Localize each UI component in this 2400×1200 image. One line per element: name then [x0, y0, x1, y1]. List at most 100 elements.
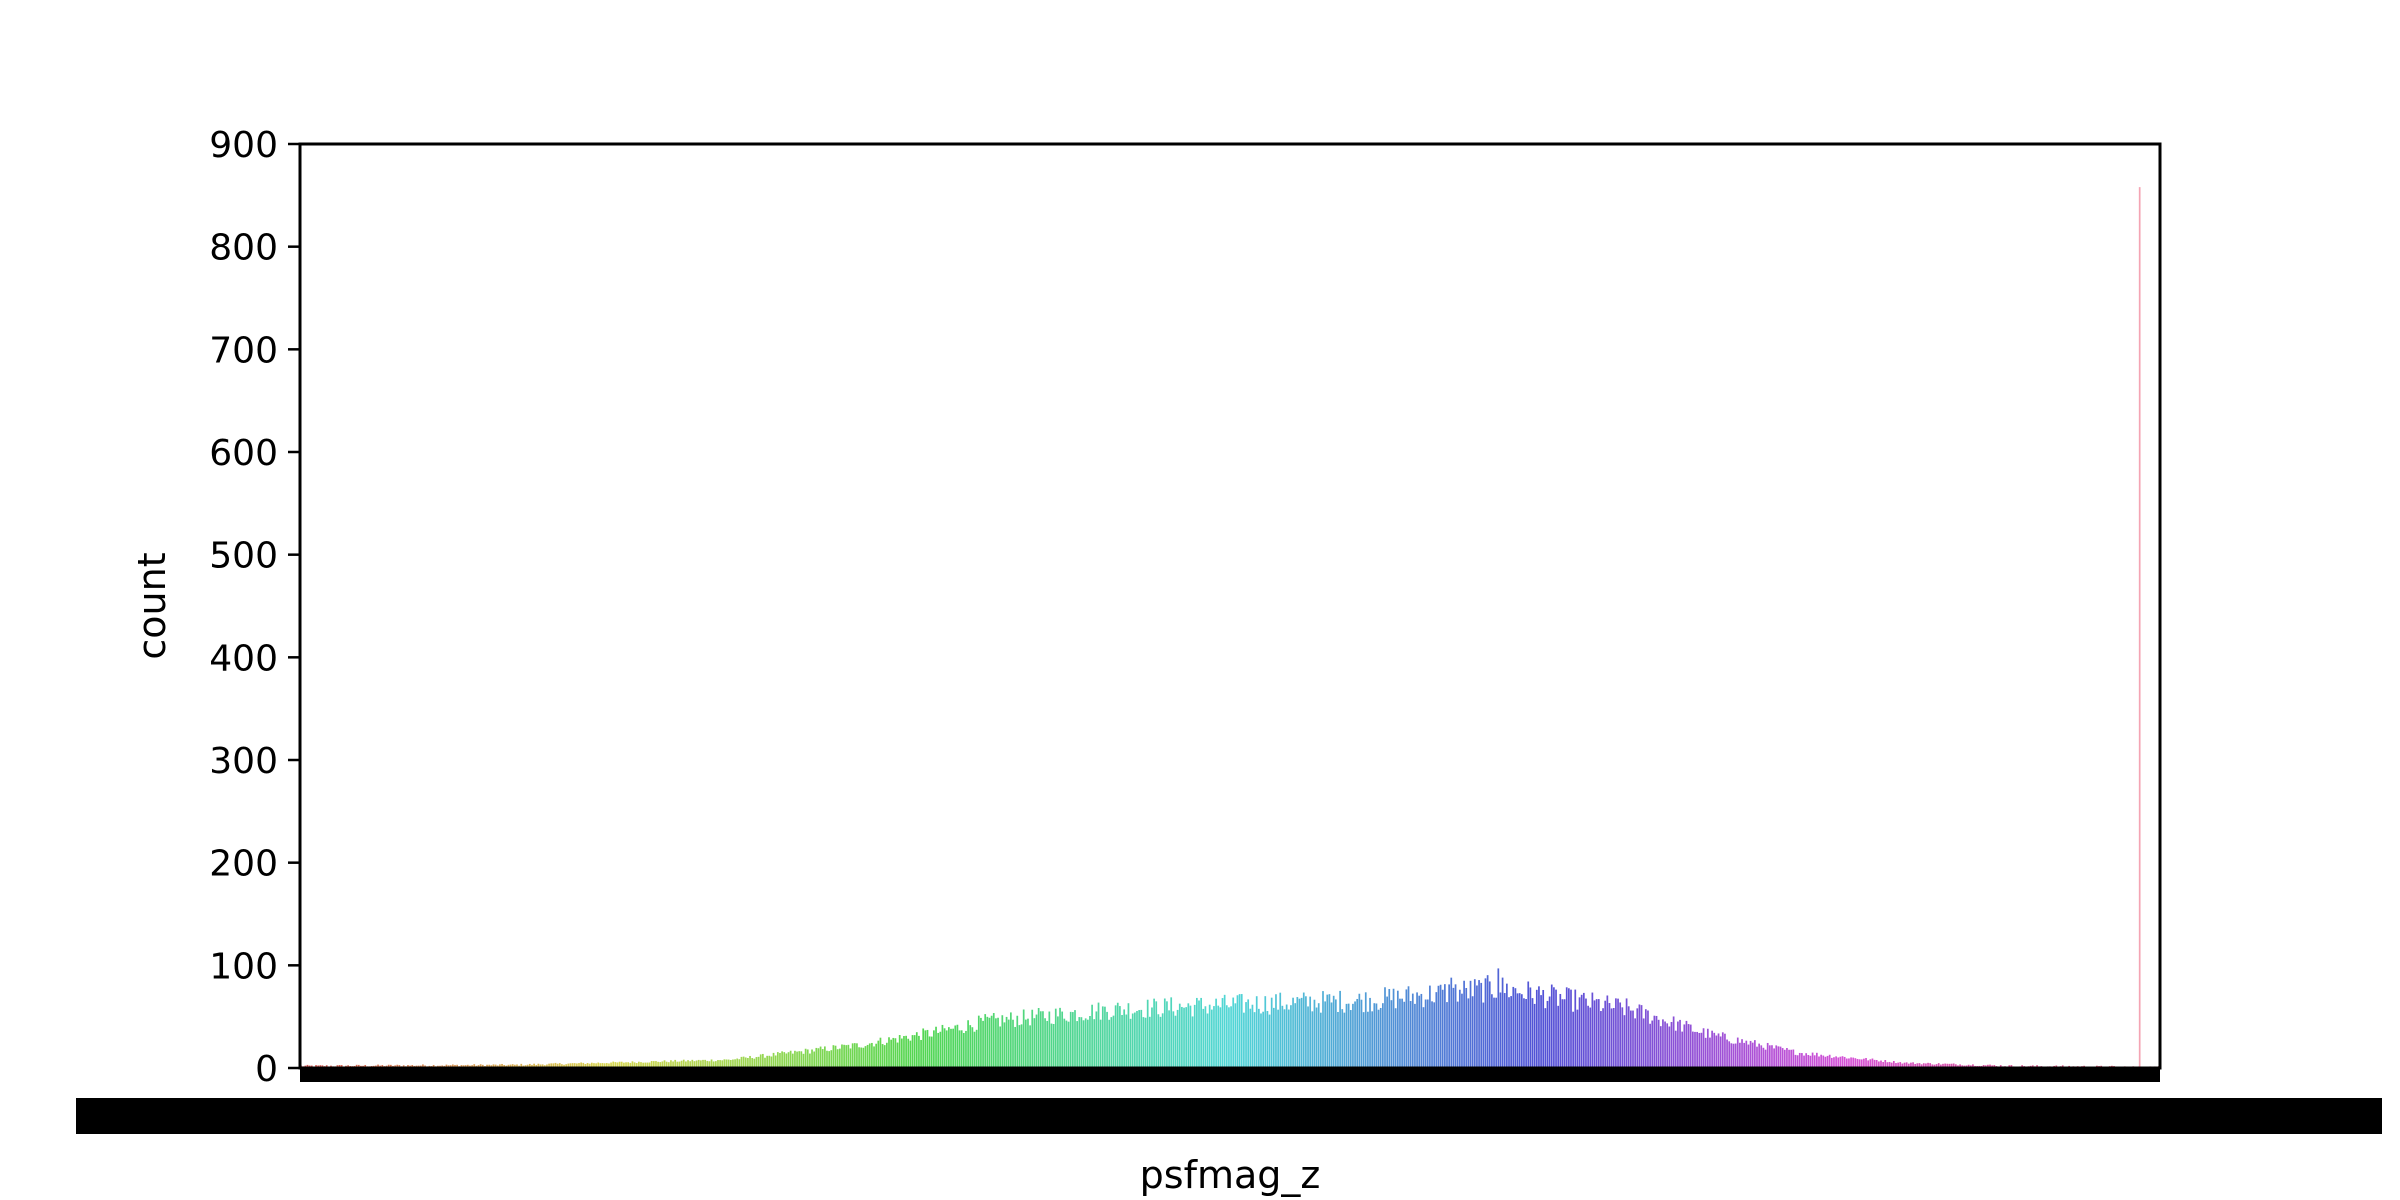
bar	[1456, 1001, 1459, 1068]
bar	[945, 1030, 948, 1068]
bar	[1642, 1018, 1645, 1068]
bar	[1317, 1003, 1320, 1068]
bar	[824, 1046, 826, 1068]
bar	[1610, 1008, 1613, 1068]
bar	[1895, 1063, 1897, 1068]
bar	[1296, 997, 1299, 1068]
bar	[552, 1063, 555, 1068]
bar	[980, 1017, 982, 1068]
bar	[1277, 1009, 1279, 1068]
bar	[1373, 1003, 1376, 1068]
bar	[1334, 999, 1337, 1068]
bar	[1967, 1064, 1970, 1068]
bar	[1155, 1001, 1158, 1068]
bar	[982, 1020, 984, 1068]
bar	[717, 1060, 719, 1068]
bar	[1604, 1000, 1607, 1068]
bar	[537, 1063, 540, 1068]
bar	[580, 1062, 582, 1068]
bar	[1775, 1045, 1778, 1068]
bar	[956, 1024, 959, 1068]
bar	[1561, 999, 1564, 1068]
bar	[1187, 1003, 1190, 1068]
bar	[948, 1027, 950, 1068]
bar	[357, 1064, 360, 1068]
bar	[1647, 1010, 1649, 1068]
bar	[1845, 1058, 1848, 1068]
bar	[1215, 998, 1217, 1068]
bar	[1386, 996, 1388, 1068]
bar	[1178, 1003, 1181, 1068]
bar	[1078, 1017, 1081, 1068]
bar	[706, 1060, 709, 1068]
bar	[1617, 998, 1619, 1068]
bar	[1101, 1006, 1104, 1068]
bar	[620, 1061, 623, 1068]
bar	[1116, 1002, 1119, 1068]
bar	[1696, 1031, 1698, 1068]
bar	[1497, 968, 1500, 1068]
bar	[1057, 1016, 1059, 1068]
bar	[1719, 1036, 1722, 1068]
bar	[1123, 1009, 1126, 1068]
bar	[576, 1063, 578, 1068]
bar	[1931, 1064, 1934, 1068]
bar	[1715, 1035, 1718, 1068]
bar	[652, 1061, 655, 1068]
bar	[1582, 992, 1585, 1068]
bar	[1856, 1058, 1859, 1068]
bar	[1749, 1040, 1752, 1068]
bar	[1255, 996, 1258, 1068]
bar	[764, 1057, 766, 1068]
bar	[759, 1054, 762, 1068]
bar	[1091, 1004, 1093, 1068]
bar	[1429, 985, 1431, 1068]
bar	[1042, 1011, 1044, 1068]
bar	[958, 1030, 961, 1068]
bar	[1196, 997, 1198, 1068]
bar	[1905, 1062, 1908, 1068]
bar	[501, 1063, 503, 1068]
bar	[528, 1063, 531, 1068]
bar	[789, 1050, 792, 1068]
bar	[618, 1061, 621, 1068]
bar	[1364, 992, 1367, 1068]
bar	[819, 1046, 822, 1068]
bar	[1358, 993, 1361, 1068]
bar	[1828, 1054, 1831, 1068]
bar	[1948, 1063, 1951, 1068]
bar	[1698, 1032, 1701, 1068]
bar	[1166, 1001, 1168, 1068]
bar	[494, 1064, 497, 1068]
bar	[1638, 1004, 1641, 1068]
bar	[1766, 1042, 1769, 1068]
bar	[1644, 1009, 1647, 1068]
bar	[1503, 993, 1506, 1068]
bar	[1371, 1011, 1374, 1068]
bar	[533, 1063, 535, 1068]
bar	[601, 1063, 604, 1068]
bar	[1104, 1006, 1106, 1068]
bar	[1181, 1006, 1183, 1068]
bar	[950, 1028, 952, 1068]
bar	[1773, 1048, 1775, 1068]
bar	[1236, 995, 1239, 1068]
bar	[1724, 1033, 1726, 1068]
bar	[1469, 980, 1472, 1068]
bar	[582, 1062, 585, 1068]
bar	[834, 1045, 837, 1068]
bar	[1461, 993, 1463, 1068]
bar	[1093, 1019, 1096, 1068]
bar	[719, 1060, 721, 1068]
bar	[732, 1059, 734, 1068]
bar	[1878, 1061, 1880, 1068]
bar	[1377, 1009, 1380, 1068]
bar	[1627, 1006, 1630, 1068]
bar	[986, 1016, 989, 1068]
bar	[1119, 1006, 1121, 1068]
bar	[1854, 1058, 1857, 1068]
bar	[1942, 1063, 1944, 1068]
bar	[1704, 1037, 1707, 1068]
bar	[1546, 1000, 1549, 1068]
bar	[821, 1049, 824, 1068]
